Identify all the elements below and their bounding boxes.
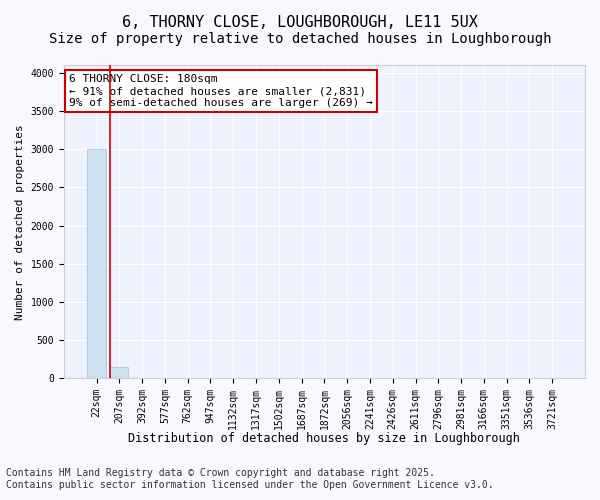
X-axis label: Distribution of detached houses by size in Loughborough: Distribution of detached houses by size … xyxy=(128,432,520,445)
Text: Contains HM Land Registry data © Crown copyright and database right 2025.
Contai: Contains HM Land Registry data © Crown c… xyxy=(6,468,494,490)
Bar xyxy=(88,149,106,378)
Text: 6 THORNY CLOSE: 180sqm
← 91% of detached houses are smaller (2,831)
9% of semi-d: 6 THORNY CLOSE: 180sqm ← 91% of detached… xyxy=(69,74,373,108)
Text: 6, THORNY CLOSE, LOUGHBOROUGH, LE11 5UX: 6, THORNY CLOSE, LOUGHBOROUGH, LE11 5UX xyxy=(122,15,478,30)
Text: Size of property relative to detached houses in Loughborough: Size of property relative to detached ho… xyxy=(49,32,551,46)
Y-axis label: Number of detached properties: Number of detached properties xyxy=(15,124,25,320)
Bar xyxy=(110,367,128,378)
